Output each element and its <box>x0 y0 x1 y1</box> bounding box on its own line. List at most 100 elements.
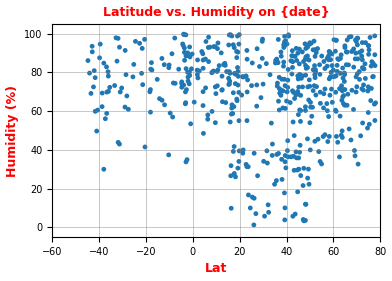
Point <box>301 219 307 223</box>
Point <box>229 34 235 38</box>
Point <box>256 64 263 69</box>
Point <box>359 121 366 125</box>
Point <box>234 34 241 38</box>
Point <box>295 77 301 81</box>
Point <box>313 50 319 55</box>
Point <box>275 60 281 65</box>
Point <box>365 126 371 130</box>
Point <box>185 51 191 55</box>
Point <box>274 57 280 61</box>
Point <box>317 72 323 77</box>
Point <box>335 56 341 61</box>
Point <box>101 61 107 65</box>
Point <box>235 74 241 79</box>
Point <box>324 64 330 68</box>
Point <box>282 106 289 111</box>
Point <box>199 49 205 54</box>
Point <box>216 63 222 68</box>
Point <box>229 106 235 110</box>
Point <box>228 112 234 116</box>
Point <box>312 54 318 59</box>
Point <box>189 52 195 56</box>
Point <box>353 51 359 55</box>
Point <box>183 33 189 37</box>
Point <box>148 60 154 65</box>
Point <box>307 40 313 45</box>
Point <box>244 164 250 169</box>
Point <box>111 83 118 88</box>
Point <box>285 67 291 72</box>
Point <box>142 145 148 149</box>
Point <box>339 89 345 93</box>
Point <box>251 151 257 155</box>
Point <box>240 151 246 155</box>
Point <box>249 61 256 65</box>
Point <box>316 149 322 154</box>
Point <box>279 88 285 93</box>
Point <box>185 70 191 74</box>
Point <box>317 159 323 164</box>
Point <box>320 134 326 139</box>
Point <box>305 85 311 89</box>
Point <box>341 93 347 98</box>
Point <box>89 49 95 54</box>
Point <box>117 90 123 94</box>
Point <box>302 105 309 109</box>
Point <box>370 61 376 66</box>
Point <box>333 134 339 139</box>
Point <box>205 45 211 50</box>
Point <box>187 73 193 78</box>
Point <box>245 78 251 82</box>
Point <box>161 62 167 67</box>
Point <box>231 104 237 109</box>
Point <box>307 100 314 105</box>
Point <box>214 69 220 74</box>
Point <box>200 103 206 108</box>
Point <box>105 69 111 74</box>
Point <box>240 74 246 79</box>
Point <box>185 75 191 79</box>
Point <box>234 97 240 101</box>
Point <box>307 84 313 89</box>
Point <box>297 72 303 77</box>
Point <box>115 140 121 145</box>
Point <box>162 103 168 107</box>
Point <box>354 43 361 47</box>
Point <box>236 118 242 123</box>
Point <box>213 91 219 96</box>
Point <box>309 105 316 110</box>
Point <box>339 135 345 140</box>
Point <box>334 69 340 74</box>
Point <box>231 45 237 50</box>
Point <box>283 166 289 170</box>
Point <box>212 44 218 49</box>
Point <box>261 159 267 164</box>
Point <box>349 88 355 92</box>
Point <box>354 36 360 40</box>
Point <box>302 108 309 113</box>
Point <box>219 74 225 78</box>
Point <box>85 58 91 63</box>
Point <box>284 148 290 153</box>
Point <box>200 131 207 136</box>
Point <box>313 84 319 89</box>
Point <box>299 74 306 78</box>
Point <box>365 43 371 48</box>
Point <box>324 56 330 61</box>
Point <box>188 67 194 71</box>
Point <box>348 138 354 142</box>
Point <box>90 85 96 89</box>
Point <box>187 55 193 59</box>
Point <box>228 174 234 178</box>
Point <box>281 218 288 222</box>
Point <box>334 140 341 144</box>
Point <box>316 62 323 67</box>
Point <box>92 75 98 80</box>
Point <box>355 56 361 61</box>
Point <box>284 42 290 46</box>
Point <box>280 64 287 68</box>
Point <box>276 75 282 80</box>
Point <box>228 164 234 168</box>
Point <box>181 50 187 55</box>
Point <box>279 77 285 81</box>
